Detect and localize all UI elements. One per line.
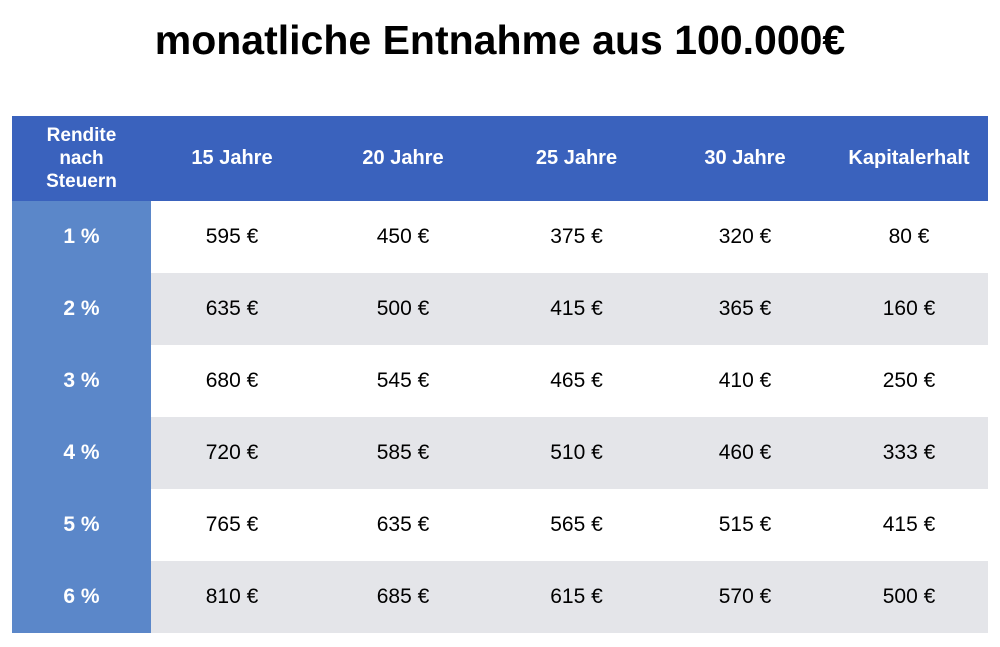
table-row: 6 % 810 € 685 € 615 € 570 € 500 € [12,561,988,633]
table-row: 1 % 595 € 450 € 375 € 320 € 80 € [12,201,988,273]
table-cell: 465 € [493,345,660,417]
table-cell: 320 € [660,201,830,273]
table-cell: 460 € [660,417,830,489]
table-cell: 250 € [830,345,988,417]
table-cell: 565 € [493,489,660,561]
column-header-15-jahre: 15 Jahre [191,147,273,169]
row-header-rendite: 4 % [12,417,151,489]
table-row: 5 % 765 € 635 € 565 € 515 € 415 € [12,489,988,561]
row-header-rendite: 5 % [12,489,151,561]
table-cell: 500 € [313,273,493,345]
table-cell: 375 € [493,201,660,273]
row-header-rendite: 6 % [12,561,151,633]
row-header-rendite: 1 % [12,201,151,273]
table-cell: 685 € [313,561,493,633]
corner-header-line: Rendite [46,125,117,146]
table-cell: 810 € [151,561,313,633]
table-cell: 410 € [660,345,830,417]
table-row: 4 % 720 € 585 € 510 € 460 € 333 € [12,417,988,489]
table-cell: 765 € [151,489,313,561]
table-cell: 680 € [151,345,313,417]
table-cell: 595 € [151,201,313,273]
column-header-20-jahre: 20 Jahre [362,147,444,169]
table-cell: 545 € [313,345,493,417]
table-cell: 585 € [313,417,493,489]
column-header-kapitalerhalt: Kapitalerhalt [848,147,970,169]
column-header-25-jahre: 25 Jahre [535,147,618,169]
corner-header-line: Steuern [46,171,117,192]
corner-header-line: nach [59,148,104,169]
table-cell: 515 € [660,489,830,561]
header-row: Rendite nach Steuern 15 Jahre 20 Jahre 2… [12,116,988,201]
table-cell: 333 € [830,417,988,489]
table-row: 3 % 680 € 545 € 465 € 410 € 250 € [12,345,988,417]
table-body: 1 % 595 € 450 € 375 € 320 € 80 € 2 % 635… [12,201,988,633]
table-cell: 160 € [830,273,988,345]
table-cell: 635 € [313,489,493,561]
table-cell: 80 € [830,201,988,273]
table-cell: 500 € [830,561,988,633]
row-header-rendite: 2 % [12,273,151,345]
column-header-30-jahre: 30 Jahre [704,147,786,169]
row-header-rendite: 3 % [12,345,151,417]
page-title: monatliche Entnahme aus 100.000€ [154,17,846,63]
table-cell: 450 € [313,201,493,273]
table-cell: 415 € [830,489,988,561]
table-cell: 510 € [493,417,660,489]
corner-header: Rendite nach Steuern [12,116,151,201]
table-row: 2 % 635 € 500 € 415 € 365 € 160 € [12,273,988,345]
table-cell: 615 € [493,561,660,633]
table-cell: 720 € [151,417,313,489]
table-cell: 635 € [151,273,313,345]
table-cell: 365 € [660,273,830,345]
withdrawal-table: Rendite nach Steuern 15 Jahre 20 Jahre 2… [12,116,988,633]
table-cell: 570 € [660,561,830,633]
table-cell: 415 € [493,273,660,345]
table-header: Rendite nach Steuern 15 Jahre 20 Jahre 2… [12,116,988,201]
